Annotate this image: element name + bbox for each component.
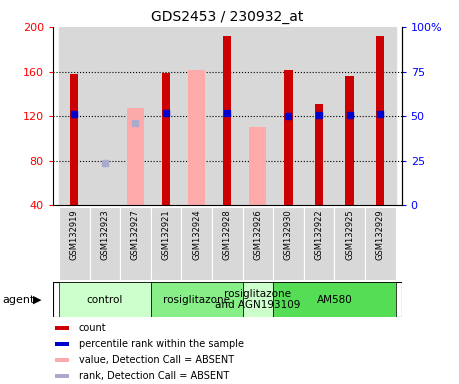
Bar [273, 27, 304, 205]
Text: GSM132919: GSM132919 [70, 210, 78, 260]
Bar [345, 76, 354, 205]
Bar [249, 127, 266, 205]
Bar [181, 207, 212, 280]
Text: GSM132928: GSM132928 [223, 210, 232, 260]
Text: AM580: AM580 [316, 295, 352, 305]
Bar [242, 207, 273, 280]
Bar [162, 73, 170, 205]
Bar [151, 27, 181, 205]
Bar [273, 282, 396, 317]
Bar [151, 207, 181, 280]
Text: percentile rank within the sample: percentile rank within the sample [79, 339, 244, 349]
Text: ▶: ▶ [33, 295, 42, 305]
Bar [55, 326, 69, 330]
Bar [273, 207, 304, 280]
Bar [212, 27, 242, 205]
Text: GSM132922: GSM132922 [314, 210, 324, 260]
Bar [304, 27, 334, 205]
Text: control: control [87, 295, 123, 305]
Bar [59, 207, 90, 280]
Bar [181, 27, 212, 205]
Bar [365, 27, 396, 205]
Text: GSM132925: GSM132925 [345, 210, 354, 260]
Text: rosiglitazone
and AGN193109: rosiglitazone and AGN193109 [215, 289, 301, 310]
Text: GSM132924: GSM132924 [192, 210, 201, 260]
Bar [376, 36, 385, 205]
Title: GDS2453 / 230932_at: GDS2453 / 230932_at [151, 10, 303, 25]
Bar [223, 36, 231, 205]
Bar [59, 27, 90, 205]
Bar [127, 108, 144, 205]
Bar [55, 374, 69, 378]
Bar [334, 207, 365, 280]
Text: rosiglitazone: rosiglitazone [163, 295, 230, 305]
Text: GSM132921: GSM132921 [162, 210, 170, 260]
Bar [315, 104, 323, 205]
Bar [242, 282, 273, 317]
Bar [70, 74, 78, 205]
Bar [120, 207, 151, 280]
Bar [59, 282, 151, 317]
Text: GSM132929: GSM132929 [376, 210, 385, 260]
Bar [212, 207, 242, 280]
Bar [90, 207, 120, 280]
Bar [188, 70, 205, 205]
Bar [304, 207, 334, 280]
Text: GSM132926: GSM132926 [253, 210, 262, 260]
Bar [284, 70, 293, 205]
Text: count: count [79, 323, 106, 333]
Text: agent: agent [2, 295, 35, 305]
Bar [55, 358, 69, 362]
Bar [90, 27, 120, 205]
Bar [334, 27, 365, 205]
Bar [365, 207, 396, 280]
Text: GSM132923: GSM132923 [101, 210, 109, 260]
Bar [120, 27, 151, 205]
Text: value, Detection Call = ABSENT: value, Detection Call = ABSENT [79, 355, 234, 365]
Text: GSM132927: GSM132927 [131, 210, 140, 260]
Bar [242, 27, 273, 205]
Text: rank, Detection Call = ABSENT: rank, Detection Call = ABSENT [79, 371, 229, 381]
Text: GSM132930: GSM132930 [284, 210, 293, 260]
Bar [55, 342, 69, 346]
Bar [151, 282, 242, 317]
